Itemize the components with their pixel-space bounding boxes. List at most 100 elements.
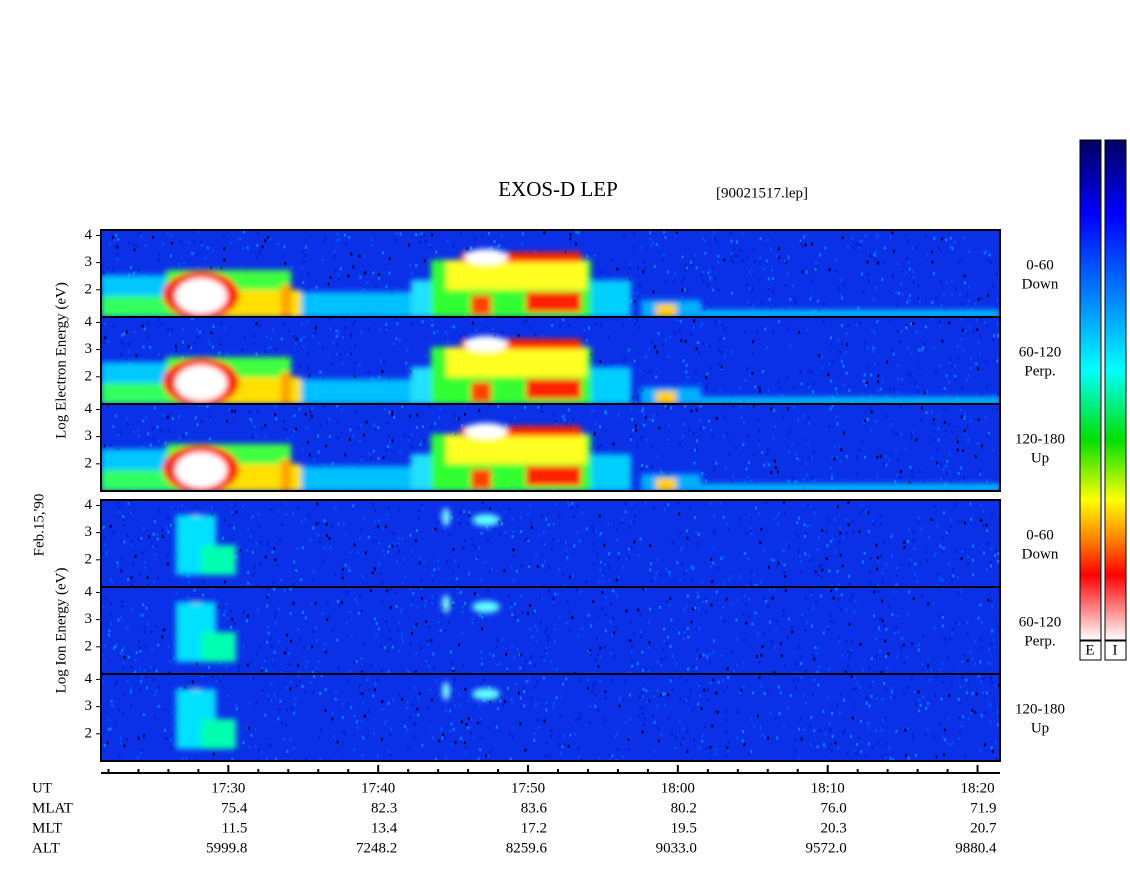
spectrogram-speck [114, 721, 117, 725]
spectrogram-speck [673, 279, 676, 283]
spectrogram-speck [933, 553, 936, 557]
spectrogram-speck [232, 526, 235, 530]
spectrogram-speck [984, 321, 987, 325]
spectrogram-speck [545, 648, 548, 652]
spectrogram-speck [858, 245, 861, 249]
spectrogram-speck [876, 742, 879, 746]
spectrogram-speck [530, 526, 533, 530]
spectrogram-speck [674, 233, 677, 237]
spectrogram-speck [821, 529, 824, 533]
spectrogram-speck [836, 422, 839, 426]
spectrogram-speck [830, 584, 833, 587]
spectrogram-speck [809, 724, 812, 728]
spectrogram-speck [398, 450, 401, 454]
spectrogram-speck [722, 605, 725, 609]
spectrogram-speck [629, 639, 632, 643]
spectrogram-speck [995, 548, 998, 552]
spectrogram-speck [787, 254, 790, 258]
spectrogram-speck [814, 570, 817, 574]
spectrogram-speck [662, 230, 665, 234]
spectrogram-speck [869, 685, 872, 689]
spectrogram-speck [806, 473, 809, 477]
spectrogram-speck [270, 644, 273, 648]
spectrogram-speck [655, 243, 658, 247]
spectrogram-feature [201, 545, 236, 575]
spectrogram-speck [869, 556, 872, 560]
spectrogram-speck [707, 271, 710, 275]
spectrogram-speck [465, 722, 468, 726]
spectrogram-speck [930, 669, 933, 673]
spectrogram-speck [660, 574, 663, 578]
spectrogram-speck [926, 664, 929, 668]
table-cell: 9572.0 [805, 840, 846, 856]
spectrogram-speck [297, 506, 300, 510]
spectrogram-speck [650, 317, 653, 321]
spectrogram-speck [965, 691, 968, 695]
spectrogram-speck [503, 700, 506, 704]
spectrogram-speck [932, 422, 935, 426]
spectrogram-speck [851, 640, 854, 644]
spectrogram-feature [446, 434, 586, 464]
spectrogram-speck [874, 419, 877, 423]
spectrogram-speck [127, 502, 130, 506]
spectrogram-speck [731, 475, 734, 479]
spectrogram-speck [276, 693, 279, 697]
spectrogram-feature [175, 452, 227, 488]
spectrogram-speck [200, 244, 203, 248]
spectrogram-speck [289, 588, 292, 592]
spectrogram-speck [822, 709, 825, 713]
spectrogram-speck [967, 299, 970, 303]
spectrogram-speck [181, 756, 184, 760]
spectrogram-speck [125, 417, 128, 421]
spectrogram-speck [289, 612, 292, 616]
spectrogram-speck [871, 328, 874, 332]
spectrogram-speck [443, 527, 446, 531]
spectrogram-speck [548, 590, 551, 594]
spectrogram-speck [639, 613, 642, 617]
spectrogram-speck [347, 274, 350, 278]
spectrogram-speck [912, 530, 915, 534]
spectrogram-speck [966, 659, 969, 663]
spectrogram-speck [624, 501, 627, 505]
spectrogram-speck [222, 234, 225, 238]
spectrogram-speck [814, 646, 817, 650]
spectrogram-speck [464, 746, 467, 750]
spectrogram-speck [734, 254, 737, 258]
spectrogram-speck [798, 516, 801, 520]
spectrogram-speck [413, 686, 416, 690]
spectrogram-speck [969, 502, 972, 506]
spectrogram-speck [949, 361, 952, 365]
spectrogram-speck [338, 331, 341, 335]
spectrogram-speck [515, 569, 518, 573]
spectrogram-speck [595, 636, 598, 640]
spectrogram-speck [367, 535, 370, 539]
spectrogram-speck [921, 635, 924, 639]
spectrogram-speck [672, 542, 675, 546]
spectrogram-speck [415, 651, 418, 655]
spectrogram-speck [474, 545, 477, 549]
spectrogram-speck [937, 614, 940, 618]
spectrogram-speck [226, 351, 229, 355]
spectrogram-speck [766, 448, 769, 452]
spectrogram-speck [667, 693, 670, 697]
spectrogram-speck [417, 508, 420, 512]
spectrogram-speck [866, 346, 869, 350]
spectrogram-speck [611, 633, 614, 637]
spectrogram-speck [301, 447, 304, 451]
spectrogram-speck [690, 409, 693, 413]
spectrogram-speck [257, 512, 260, 516]
spectrogram-speck [685, 569, 688, 573]
spectrogram-speck [571, 616, 574, 620]
spectrogram-speck [750, 750, 753, 754]
spectrogram-speck [512, 554, 515, 558]
spectrogram-speck [599, 568, 602, 572]
spectrogram-speck [145, 675, 148, 679]
table-cell: 9880.4 [955, 840, 997, 856]
spectrogram-speck [406, 348, 409, 352]
spectrogram-speck [483, 699, 486, 703]
spectrogram-speck [156, 533, 159, 537]
spectrogram-speck [968, 285, 971, 289]
spectrogram-speck [117, 566, 120, 570]
spectrogram-speck [948, 422, 951, 426]
spectrogram-speck [898, 339, 901, 343]
